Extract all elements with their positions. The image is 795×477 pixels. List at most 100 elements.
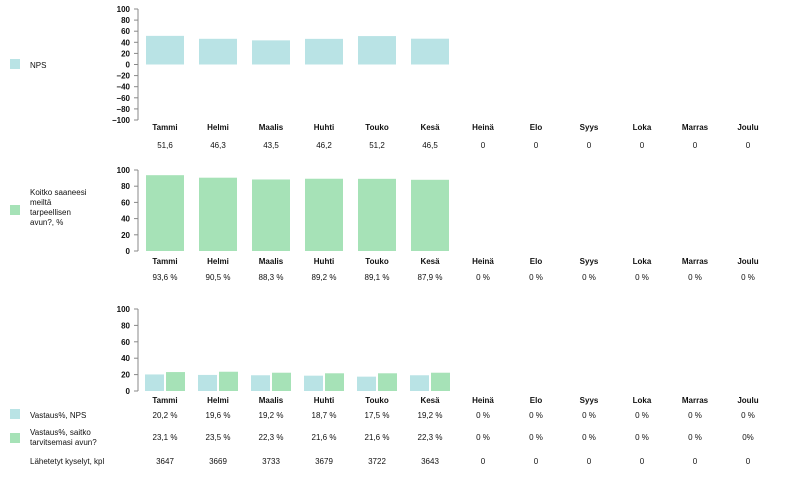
y-tick-label: 60 <box>121 198 130 207</box>
help-bar <box>199 177 237 251</box>
help-bar <box>305 178 343 251</box>
table-cell: 19,2 % <box>418 411 443 420</box>
x-category-label: Heinä <box>472 396 494 405</box>
nps-value-label: 0 <box>693 141 698 150</box>
table-cell: 0 <box>693 457 698 466</box>
y-tick-label: 100 <box>117 166 131 175</box>
help-value-label: 89,2 % <box>312 273 337 282</box>
x-category-label: Joulu <box>737 123 758 132</box>
help-value-label: 88,3 % <box>259 273 284 282</box>
x-category-label: Syys <box>580 257 599 266</box>
x-category-label: Loka <box>633 396 652 405</box>
nps-legend-swatch <box>10 59 20 69</box>
help-bar <box>252 179 290 251</box>
sent-surveys-row-label: Lähetetyt kyselyt, kpl <box>30 457 104 466</box>
table-cell: 0 % <box>529 433 543 442</box>
x-category-label: Maalis <box>259 123 284 132</box>
x-category-label: Heinä <box>472 123 494 132</box>
response-help-bar <box>325 373 344 391</box>
table-cell: 21,6 % <box>312 433 337 442</box>
table-cell: 0 <box>481 457 486 466</box>
x-category-label: Huhti <box>314 396 334 405</box>
x-category-label: Elo <box>530 257 543 266</box>
nps-value-label: 0 <box>587 141 592 150</box>
response-nps-bar <box>410 375 429 391</box>
y-tick-label: −40 <box>116 83 130 92</box>
x-category-label: Huhti <box>314 257 334 266</box>
x-category-label: Marras <box>682 123 709 132</box>
table-cell: 0 % <box>635 411 649 420</box>
response-nps-legend-swatch <box>10 409 20 419</box>
y-tick-label: 60 <box>121 27 130 36</box>
y-tick-label: −80 <box>116 105 130 114</box>
y-tick-label: 80 <box>121 182 130 191</box>
nps-bar <box>411 38 449 65</box>
help-bar <box>358 178 396 251</box>
x-category-label: Elo <box>530 396 543 405</box>
nps-bar <box>305 38 343 65</box>
y-tick-label: 60 <box>121 338 130 347</box>
table-cell: 0 % <box>688 433 702 442</box>
help-value-label: 89,1 % <box>365 273 390 282</box>
y-tick-label: 20 <box>121 231 130 240</box>
y-tick-label: 40 <box>121 38 130 47</box>
table-cell: 22,3 % <box>259 433 284 442</box>
help-value-label: 0 % <box>582 273 596 282</box>
table-cell: 3733 <box>262 457 280 466</box>
x-category-label: Marras <box>682 257 709 266</box>
table-cell: 17,5 % <box>365 411 390 420</box>
response-help-bar <box>431 372 450 391</box>
x-category-label: Huhti <box>314 123 334 132</box>
x-category-label: Touko <box>365 396 389 405</box>
table-cell: 19,2 % <box>259 411 284 420</box>
x-category-label: Tammi <box>152 123 177 132</box>
table-cell: 0 % <box>582 433 596 442</box>
y-tick-label: 0 <box>126 387 131 396</box>
table-cell: 3679 <box>315 457 333 466</box>
y-tick-label: −100 <box>112 116 131 125</box>
help-value-label: 87,9 % <box>418 273 443 282</box>
nps-legend-label: NPS <box>30 61 46 70</box>
x-category-label: Helmi <box>207 123 229 132</box>
nps-value-label: 46,3 <box>210 141 226 150</box>
nps-value-label: 51,6 <box>157 141 173 150</box>
x-category-label: Tammi <box>152 396 177 405</box>
x-category-label: Heinä <box>472 257 494 266</box>
response-nps-bar <box>198 374 217 391</box>
nps-value-label: 46,2 <box>316 141 332 150</box>
response-nps-bar <box>304 375 323 391</box>
table-cell: 18,7 % <box>312 411 337 420</box>
x-category-label: Helmi <box>207 396 229 405</box>
nps-value-label: 0 <box>640 141 645 150</box>
help-bar <box>411 179 449 251</box>
y-tick-label: 20 <box>121 49 130 58</box>
help-value-label: 0 % <box>635 273 649 282</box>
help-value-label: 0 % <box>529 273 543 282</box>
response-nps-bar <box>145 374 164 391</box>
y-tick-label: 100 <box>117 5 131 14</box>
table-cell: 21,6 % <box>365 433 390 442</box>
y-tick-label: 20 <box>121 371 130 380</box>
table-cell: 0 % <box>635 433 649 442</box>
table-cell: 20,2 % <box>153 411 178 420</box>
y-tick-label: −20 <box>116 72 130 81</box>
table-cell: 0 % <box>529 411 543 420</box>
table-cell: 3643 <box>421 457 439 466</box>
response-nps-bar <box>251 375 270 391</box>
x-category-label: Marras <box>682 396 709 405</box>
help-value-label: 0 % <box>476 273 490 282</box>
help-value-label: 90,5 % <box>206 273 231 282</box>
x-category-label: Syys <box>580 396 599 405</box>
y-tick-label: 0 <box>126 61 131 70</box>
nps-value-label: 0 <box>481 141 486 150</box>
y-tick-label: 40 <box>121 354 130 363</box>
x-category-label: Maalis <box>259 396 284 405</box>
help-legend-label: Koitko saaneesi meiltä tarpeellisen avun?, … <box>30 188 87 227</box>
y-tick-label: 100 <box>117 305 131 314</box>
nps-value-label: 0 <box>746 141 751 150</box>
table-cell: 3669 <box>209 457 227 466</box>
table-cell: 0 <box>587 457 592 466</box>
response-help-bar <box>272 372 291 391</box>
x-category-label: Elo <box>530 123 543 132</box>
